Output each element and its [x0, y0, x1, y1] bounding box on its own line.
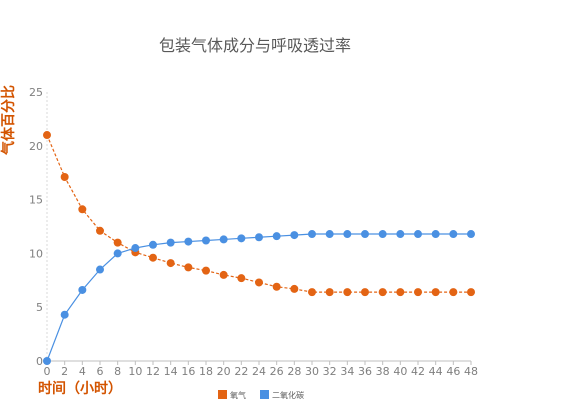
x-tick-label: 24	[252, 365, 266, 378]
data-point-co2	[361, 230, 369, 239]
x-axis-label: 时间（小时）	[38, 380, 122, 397]
chart-title: 包装气体成分与呼吸透过率	[159, 36, 351, 55]
legend: 氧气 二氧化碳	[218, 390, 304, 400]
x-tick-label: 4	[79, 365, 86, 378]
legend-swatch-co2	[260, 390, 269, 399]
data-point-oxygen	[166, 259, 175, 268]
data-point-co2	[219, 235, 228, 244]
y-tick-label: 15	[29, 194, 43, 207]
data-point-oxygen	[361, 288, 369, 297]
x-tick-label: 0	[44, 365, 51, 378]
x-tick-label: 2	[61, 365, 68, 378]
x-tick-label: 10	[128, 365, 142, 378]
data-point-oxygen	[255, 278, 263, 287]
data-point-oxygen	[290, 284, 299, 293]
data-point-co2	[96, 265, 104, 274]
data-point-co2	[290, 231, 299, 240]
data-point-oxygen	[202, 266, 210, 275]
data-point-oxygen	[43, 131, 51, 140]
data-point-oxygen	[325, 288, 334, 297]
x-tick-label: 6	[97, 365, 104, 378]
data-point-oxygen	[343, 288, 352, 297]
data-point-co2	[272, 232, 281, 241]
data-point-oxygen	[272, 282, 281, 291]
x-tick-label: 48	[464, 365, 478, 378]
data-point-oxygen	[184, 263, 193, 272]
data-point-co2	[149, 240, 157, 249]
x-tick-label: 26	[270, 365, 284, 378]
x-tick-label: 44	[429, 365, 443, 378]
data-point-co2	[78, 285, 87, 294]
x-tick-label: 30	[305, 365, 319, 378]
data-point-oxygen	[431, 288, 440, 297]
data-point-co2	[414, 230, 422, 239]
x-tick-label: 36	[358, 365, 372, 378]
data-point-co2	[378, 230, 387, 239]
x-tick-label: 42	[411, 365, 425, 378]
y-tick-label: 0	[36, 355, 43, 368]
data-point-co2	[255, 233, 263, 242]
data-point-oxygen	[396, 288, 405, 297]
legend-swatch-oxygen	[218, 390, 227, 399]
data-point-co2	[60, 310, 69, 319]
data-point-co2	[325, 230, 334, 239]
y-tick-label: 20	[29, 140, 43, 153]
data-point-oxygen	[237, 274, 246, 283]
data-point-co2	[184, 237, 193, 246]
y-axis-label: 气体百分比	[0, 85, 17, 156]
series-line-oxygen	[46, 134, 471, 293]
data-point-oxygen	[219, 270, 228, 279]
x-ticks: 0 2 4 6 8 10 12 14 16 18 20 22 24 26 28 30 32 34 36 38 40 42 4…	[44, 361, 478, 378]
data-point-oxygen	[78, 205, 87, 214]
data-point-co2	[308, 230, 316, 239]
legend-label-co2: 二氧化碳	[272, 390, 304, 400]
data-point-co2	[396, 230, 405, 239]
x-tick-label: 28	[287, 365, 301, 378]
x-tick-label: 34	[340, 365, 354, 378]
data-point-oxygen	[414, 288, 422, 297]
data-point-oxygen	[113, 238, 122, 247]
x-tick-label: 8	[114, 365, 121, 378]
data-point-co2	[202, 236, 210, 245]
x-tick-label: 38	[376, 365, 390, 378]
y-ticks: 0 5 10 15 20 25	[29, 86, 43, 368]
data-point-co2	[431, 230, 440, 239]
data-point-co2	[449, 230, 458, 239]
data-point-co2	[467, 230, 475, 239]
data-point-co2	[113, 249, 122, 258]
data-point-co2	[237, 234, 246, 243]
series-layer	[43, 131, 475, 365]
data-point-co2	[131, 244, 140, 253]
series-line-co2	[46, 233, 471, 362]
data-point-oxygen	[449, 288, 458, 297]
y-tick-label: 25	[29, 86, 43, 99]
x-tick-label: 40	[393, 365, 407, 378]
y-tick-label: 5	[36, 301, 43, 314]
data-point-oxygen	[96, 226, 104, 235]
legend-label-oxygen: 氧气	[230, 390, 246, 400]
x-tick-label: 20	[217, 365, 231, 378]
x-tick-label: 16	[181, 365, 195, 378]
data-point-oxygen	[149, 253, 157, 262]
x-tick-label: 18	[199, 365, 213, 378]
data-point-oxygen	[378, 288, 387, 297]
data-point-oxygen	[60, 173, 69, 182]
data-point-co2	[166, 238, 175, 247]
data-point-oxygen	[308, 288, 316, 297]
x-tick-label: 22	[234, 365, 248, 378]
x-tick-label: 46	[446, 365, 460, 378]
x-tick-label: 12	[146, 365, 160, 378]
data-point-co2	[43, 357, 51, 365]
data-point-oxygen	[467, 288, 475, 297]
x-tick-label: 14	[164, 365, 178, 378]
x-tick-label: 32	[323, 365, 337, 378]
data-point-co2	[343, 230, 352, 239]
y-tick-label: 10	[29, 247, 43, 260]
